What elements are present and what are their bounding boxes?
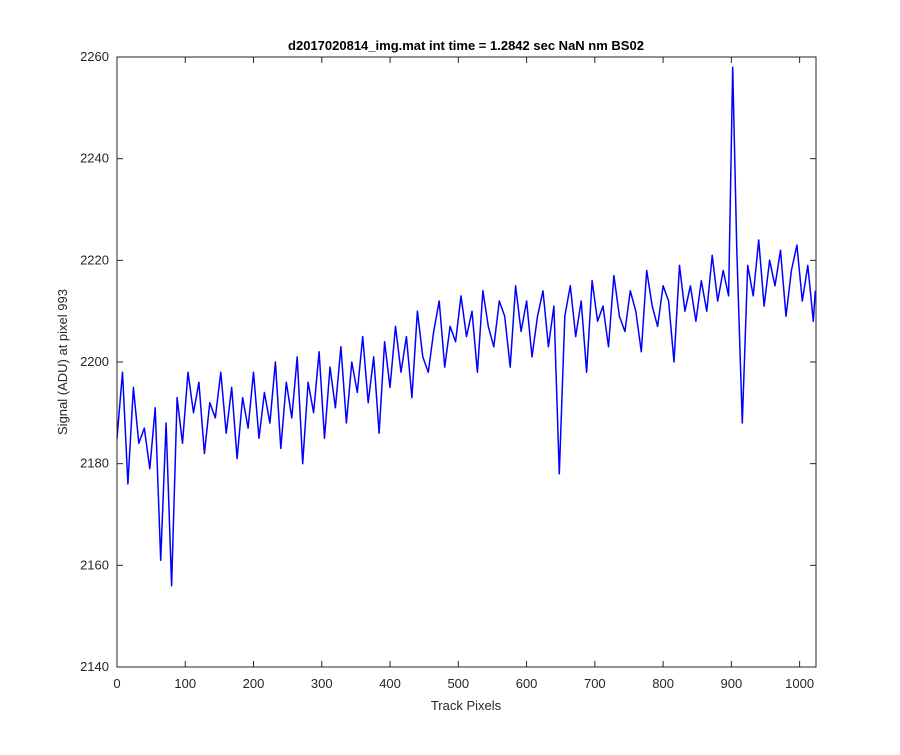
x-tick-label: 800	[652, 676, 674, 691]
x-tick-label: 1000	[785, 676, 814, 691]
x-tick-label: 0	[113, 676, 120, 691]
y-tick-label: 2160	[80, 557, 109, 572]
x-tick-label: 600	[516, 676, 538, 691]
x-tick-label: 100	[174, 676, 196, 691]
x-tick-label: 300	[311, 676, 333, 691]
y-tick-label: 2200	[80, 354, 109, 369]
y-tick-label: 2180	[80, 456, 109, 471]
x-tick-label: 500	[447, 676, 469, 691]
y-tick-label: 2240	[80, 151, 109, 166]
x-tick-label: 400	[379, 676, 401, 691]
x-tick-label: 900	[721, 676, 743, 691]
x-axis-label: Track Pixels	[431, 698, 502, 713]
y-axis-label: Signal (ADU) at pixel 993	[55, 289, 70, 435]
plot-area	[117, 57, 816, 667]
y-tick-label: 2140	[80, 659, 109, 674]
y-tick-label: 2260	[80, 49, 109, 64]
series-line-0	[116, 66, 817, 587]
y-axis-ticks: 2140 2160 2180 2200 2220 2240 2260	[80, 49, 816, 674]
x-axis-ticks: 0 100 200 300 400 500 600 700 800 900 1000	[113, 57, 814, 691]
series-layer	[116, 66, 817, 587]
y-tick-label: 2220	[80, 252, 109, 267]
x-tick-label: 700	[584, 676, 606, 691]
x-tick-label: 200	[243, 676, 265, 691]
chart-title: d2017020814_img.mat int time = 1.2842 se…	[288, 38, 644, 53]
